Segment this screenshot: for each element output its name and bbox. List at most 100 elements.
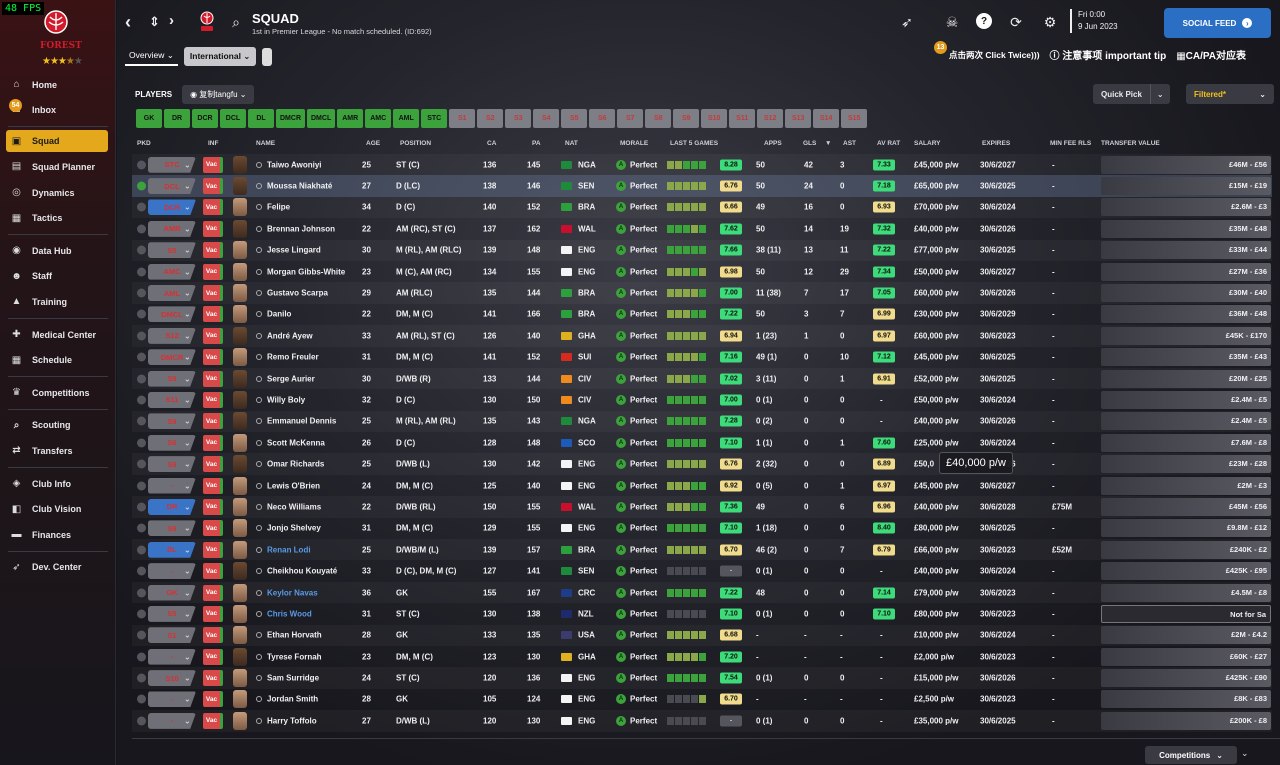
pick-checkbox[interactable] [137,224,146,234]
position-filter-dmcl[interactable]: DMCL [307,109,336,128]
col-avrat[interactable]: AV RAT [877,140,901,147]
player-name[interactable]: Danilo [267,309,292,319]
table-row[interactable]: - ⌄ Vac Cheikhou Kouyaté 33 D (C), DM, M (C) 1… [132,560,1272,581]
pick-checkbox[interactable] [137,502,146,512]
chevron-down-icon[interactable]: ⌄ [184,181,191,191]
position-selector[interactable]: S5 [148,605,196,622]
sidebar-item-tactics[interactable]: ▦ Tactics [0,205,116,231]
table-row[interactable]: DCR ⌄ Vac Felipe 34 D (C) 140 152 BRA A Perfect 6.6… [132,197,1272,218]
col-salary[interactable]: SALARY [914,140,941,147]
position-filter-s13[interactable]: S13 [785,109,812,128]
player-name[interactable]: Keylor Navas [267,588,318,597]
chevron-down-icon[interactable]: ⌄ [184,588,191,597]
club-badge-icon[interactable] [199,11,215,33]
position-filter-s1[interactable]: S1 [449,109,476,128]
col-ca[interactable]: CA [487,140,497,147]
pick-checkbox[interactable] [137,288,146,298]
chevron-down-icon[interactable]: ⌄ [184,545,191,555]
position-filter-amr[interactable]: AMR [337,109,364,128]
position-filter-dmcr[interactable]: DMCR [276,109,305,128]
table-row[interactable]: STC ⌄ Vac Taiwo Awoniyi 25 ST (C) 136 145 NGA A Pe… [132,154,1272,175]
player-name[interactable]: Remo Freuler [267,352,319,362]
position-selector[interactable]: S5 [148,242,196,259]
table-row[interactable]: - ⌄ Vac Lewis O'Brien 24 DM, M (C) 125 140 ENG A P… [132,475,1272,496]
position-selector[interactable]: - [148,648,196,665]
position-filter-stc[interactable]: STC [421,109,448,128]
position-filter-s12[interactable]: S12 [757,109,784,128]
pick-checkbox[interactable] [137,202,146,212]
player-name[interactable]: Chris Wood [267,609,312,619]
player-name[interactable]: Tyrese Fornah [267,652,322,662]
sidebar-item-club-vision[interactable]: ◧ Club Vision [0,496,116,522]
pick-checkbox[interactable] [137,245,146,255]
pick-checkbox[interactable] [137,181,146,191]
position-selector[interactable]: DMCL [148,306,196,323]
chevron-down-icon[interactable]: ⌄ [184,523,191,533]
col-pkd[interactable]: PKD [137,140,151,147]
position-selector[interactable]: S12 [148,327,196,344]
sidebar-item-schedule[interactable]: ▦ Schedule [0,347,116,373]
chevron-down-icon[interactable]: ⌄ [184,352,191,362]
pick-checkbox[interactable] [137,566,146,576]
table-row[interactable]: DMCR ⌄ Vac Remo Freuler 31 DM, M (C) 141 152 SUI… [132,347,1272,368]
position-filter-s3[interactable]: S3 [505,109,532,128]
col-name[interactable]: NAME [256,140,276,147]
chevron-down-icon[interactable]: ⌄ [184,438,191,448]
player-name[interactable]: Jesse Lingard [267,245,321,255]
table-row[interactable]: S12 ⌄ Vac André Ayew 33 AM (RL), ST (C) 126 140… [132,325,1272,346]
position-filter-s11[interactable]: S11 [729,109,756,128]
chevron-down-icon[interactable]: ⌄ [184,716,191,726]
refresh-icon[interactable]: ⟳ [1010,13,1022,30]
position-selector[interactable]: DMCR [148,349,196,366]
forward-arrow-icon[interactable]: › [169,12,174,29]
position-selector[interactable]: DL [148,541,196,558]
chevron-down-icon[interactable]: ⌄ [184,309,191,319]
table-row[interactable]: S9 ⌄ Vac Serge Aurier 30 D/WB (R) 133 144 CIV A Pe… [132,368,1272,389]
tab-overview[interactable]: Overview ⌄ [125,47,178,66]
pick-checkbox[interactable] [137,267,146,277]
position-selector[interactable]: DCR [148,199,196,216]
col-inf[interactable]: INF [208,140,219,147]
position-filter-s14[interactable]: S14 [813,109,840,128]
table-row[interactable]: - ⌄ Vac Harry Toffolo 27 D/WB (L) 120 130 ENG A Pe… [132,710,1272,731]
table-row[interactable]: S10 ⌄ Vac Sam Surridge 24 ST (C) 120 136 ENG A Per… [132,667,1272,688]
position-filter-s4[interactable]: S4 [533,109,560,128]
pick-checkbox[interactable] [137,395,146,405]
table-row[interactable]: S9 ⌄ Vac Emmanuel Dennis 25 M (RL), AM (RL) 13… [132,411,1272,432]
player-name[interactable]: Jonjo Shelvey [267,523,321,533]
player-name[interactable]: André Ayew [267,331,313,341]
table-row[interactable]: S8 ⌄ Vac Omar Richards 25 D/WB (L) 130 142 ENG A P… [132,453,1272,474]
position-selector[interactable]: S8 [148,520,196,537]
pick-checkbox[interactable] [137,160,146,170]
sidebar-item-competitions[interactable]: ♛ Competitions [0,380,116,406]
table-row[interactable]: GK ⌄ Vac Keylor Navas 36 GK 155 167 CRC A Perfect 7… [132,582,1272,603]
position-filter-s8[interactable]: S8 [645,109,672,128]
player-name[interactable]: Neco Williams [267,502,322,512]
position-selector[interactable]: AMR [148,220,196,237]
pick-checkbox[interactable] [137,523,146,533]
chevron-down-icon[interactable]: ⌄ [184,224,191,234]
table-row[interactable]: DMCL ⌄ Vac Danilo 22 DM, M (C) 141 166 BRA A Perfe… [132,304,1272,325]
settings-gear-icon[interactable]: ⚙ [1043,13,1057,30]
player-name[interactable]: Serge Aurier [267,374,315,384]
chevron-down-icon[interactable]: ⌄ [184,502,191,512]
table-row[interactable]: S1 ⌄ Vac Ethan Horvath 28 GK 133 135 USA A Perfect… [132,625,1272,646]
col-minfee[interactable]: MIN FEE RLS [1050,140,1092,147]
table-row[interactable]: AMC ⌄ Vac Morgan Gibbs-White 23 M (C), AM (RC… [132,261,1272,282]
pick-checkbox[interactable] [137,694,146,704]
sidebar-item-data-hub[interactable]: ◉ Data Hub [0,238,116,264]
table-row[interactable]: S5 ⌄ Vac Chris Wood 31 ST (C) 130 138 NZL A Perfec… [132,603,1272,624]
position-selector[interactable]: S9 [148,370,196,387]
position-filter-s2[interactable]: S2 [477,109,504,128]
col-position[interactable]: POSITION [400,140,432,147]
chevron-down-icon[interactable]: ⌄ [184,566,191,576]
chevron-down-icon[interactable]: ⌄ [184,609,191,619]
skull-icon[interactable]: ☠ [945,13,959,30]
sidebar-item-squad[interactable]: ▣ Squad [6,130,108,153]
chevron-down-icon[interactable]: ⌄ [184,459,191,469]
chevron-down-icon[interactable]: ⌄ [1149,84,1170,104]
position-selector[interactable]: S10 [148,670,196,687]
help-icon[interactable]: ? [976,13,992,29]
table-row[interactable]: S8 ⌄ Vac Jonjo Shelvey 31 DM, M (C) 129 155 ENG A… [132,518,1272,539]
